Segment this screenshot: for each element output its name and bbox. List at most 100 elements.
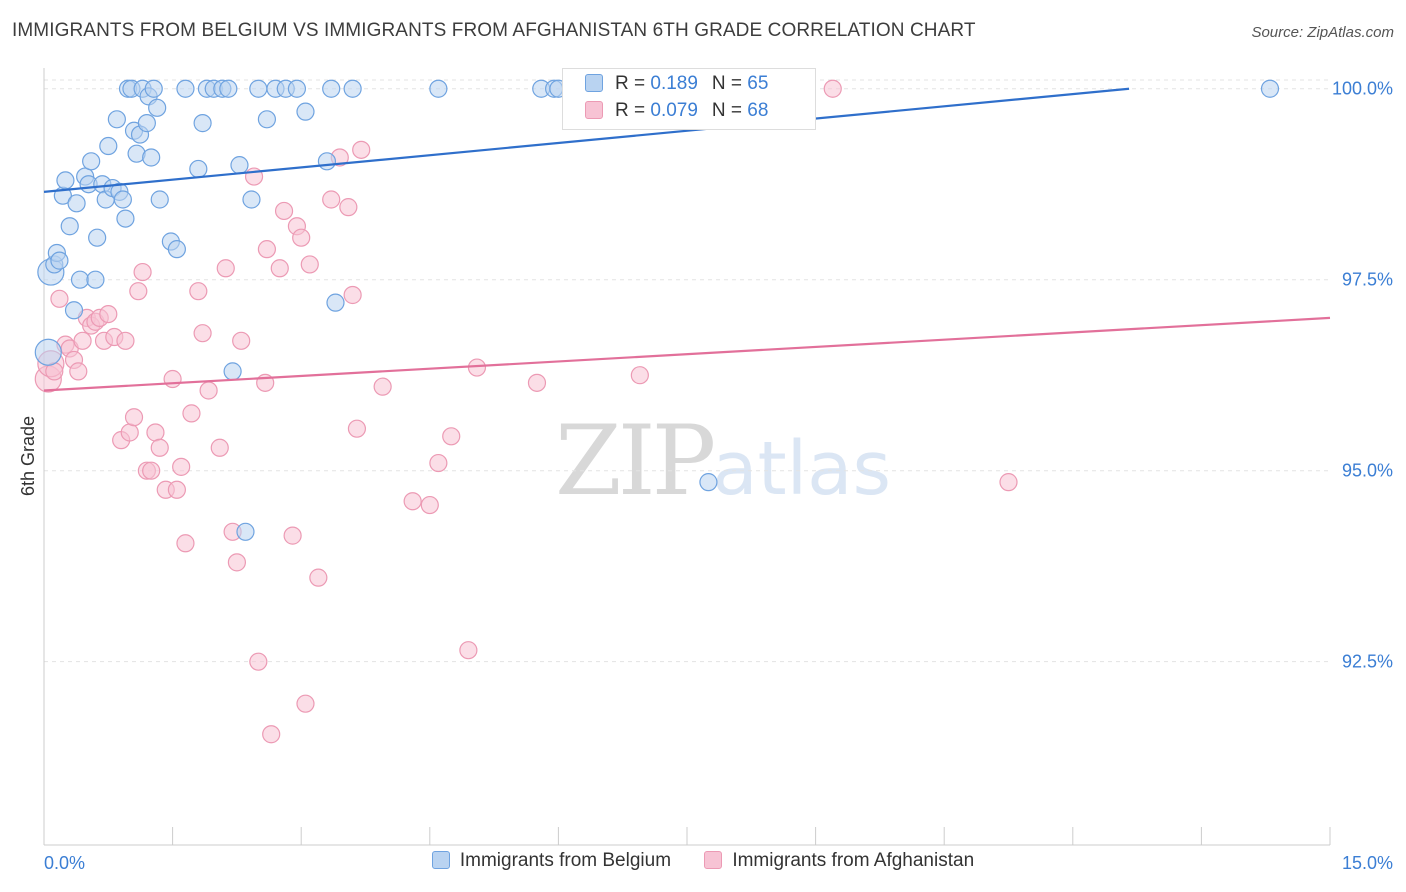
point-afghanistan	[172, 457, 191, 476]
point-belgium	[317, 152, 337, 171]
watermark-zip: ZIP	[555, 405, 716, 517]
trendline-belgium	[43, 87, 1130, 193]
point-afghanistan	[216, 259, 235, 278]
point-afghanistan	[322, 190, 341, 209]
legend-label-afghanistan: Immigrants from Afghanistan	[732, 850, 975, 871]
y-tick-label: 97.5%	[1342, 270, 1393, 290]
point-belgium	[249, 79, 268, 98]
point-belgium	[236, 522, 255, 541]
trendline-afghanistan	[43, 316, 1331, 392]
point-afghanistan	[442, 427, 461, 446]
point-afghanistan	[227, 553, 246, 572]
point-belgium	[699, 473, 718, 492]
point-belgium	[60, 217, 79, 236]
y-tick-label: 100.0%	[1332, 79, 1393, 99]
point-belgium	[113, 190, 132, 209]
point-belgium	[137, 114, 156, 133]
stats-swatch-belgium	[585, 74, 603, 92]
point-afghanistan	[50, 289, 69, 308]
stats-n-value: 68	[747, 100, 769, 121]
point-afghanistan	[150, 438, 169, 457]
point-afghanistan	[296, 694, 315, 713]
point-belgium	[176, 79, 195, 98]
point-afghanistan	[309, 568, 328, 587]
point-belgium	[343, 79, 362, 98]
point-afghanistan	[300, 255, 319, 274]
point-belgium	[142, 148, 161, 167]
point-afghanistan	[527, 373, 547, 392]
point-afghanistan	[199, 381, 218, 400]
stats-n-label: N =	[711, 100, 748, 121]
point-belgium	[242, 190, 261, 209]
stats-swatch-afghanistan	[585, 101, 603, 119]
point-afghanistan	[249, 652, 268, 671]
point-afghanistan	[339, 198, 358, 217]
point-afghanistan	[176, 534, 195, 553]
stats-r-label: R =	[615, 100, 651, 121]
stats-row-afghanistan: R = 0.079 N = 68	[585, 100, 768, 128]
stats-n-label: N =	[711, 73, 748, 94]
point-afghanistan	[347, 419, 367, 438]
point-afghanistan	[429, 453, 448, 473]
point-afghanistan	[133, 262, 152, 282]
point-afghanistan	[403, 492, 422, 511]
watermark-atlas: atlas	[712, 426, 892, 512]
point-belgium	[148, 98, 167, 117]
point-afghanistan	[142, 461, 161, 480]
point-belgium	[107, 110, 126, 129]
point-afghanistan	[232, 331, 251, 350]
stats-n-value: 65	[747, 73, 769, 94]
chart-title: IMMIGRANTS FROM BELGIUM VS IMMIGRANTS FR…	[12, 20, 976, 41]
point-afghanistan	[467, 358, 487, 377]
watermark: ZIPatlas	[555, 405, 891, 517]
point-afghanistan	[116, 331, 135, 350]
point-afghanistan	[69, 362, 88, 381]
legend-item-afghanistan[interactable]: Immigrants from Afghanistan	[704, 850, 974, 872]
point-belgium	[56, 171, 75, 190]
point-belgium	[82, 152, 101, 171]
point-belgium	[70, 270, 90, 289]
point-belgium	[64, 301, 84, 320]
legend-item-belgium[interactable]: Immigrants from Belgium	[431, 850, 672, 872]
point-afghanistan	[73, 331, 92, 350]
x-tick-label-max: 15.0%	[1342, 853, 1393, 873]
point-belgium	[167, 240, 186, 259]
stats-row-belgium: R = 0.189 N = 65	[585, 73, 768, 101]
point-afghanistan	[823, 79, 842, 98]
point-afghanistan	[193, 324, 212, 343]
stats-r-value: 0.189	[650, 73, 698, 94]
point-belgium	[429, 79, 448, 98]
point-belgium	[67, 194, 86, 213]
point-afghanistan	[270, 259, 289, 278]
stats-r-value: 0.079	[650, 100, 698, 121]
point-afghanistan	[283, 526, 302, 545]
point-afghanistan	[373, 377, 392, 396]
point-afghanistan	[120, 423, 139, 442]
point-belgium	[230, 156, 249, 175]
point-belgium	[34, 338, 62, 366]
y-tick-label: 95.0%	[1342, 461, 1393, 481]
stats-box: R = 0.189 N = 65 R = 0.079 N = 68	[562, 68, 816, 130]
point-afghanistan	[420, 495, 439, 515]
point-belgium	[322, 79, 341, 98]
point-belgium	[326, 293, 345, 312]
point-belgium	[1260, 79, 1280, 98]
point-afghanistan	[262, 725, 281, 744]
x-tick-label-min: 0.0%	[44, 853, 85, 873]
point-belgium	[287, 79, 307, 98]
point-afghanistan	[129, 282, 148, 301]
legend-swatch-afghanistan	[704, 851, 723, 869]
point-afghanistan	[182, 404, 201, 423]
point-belgium	[50, 251, 69, 270]
point-afghanistan	[274, 201, 294, 221]
stats-r-label: R =	[615, 73, 651, 94]
y-tick-label: 92.5%	[1342, 652, 1393, 672]
point-afghanistan	[999, 473, 1018, 492]
point-belgium	[88, 228, 107, 247]
legend-swatch-belgium	[431, 851, 450, 869]
legend-label-belgium: Immigrants from Belgium	[459, 850, 672, 871]
point-afghanistan	[343, 285, 362, 305]
point-belgium	[150, 190, 169, 209]
point-afghanistan	[352, 140, 371, 159]
point-afghanistan	[459, 641, 478, 660]
